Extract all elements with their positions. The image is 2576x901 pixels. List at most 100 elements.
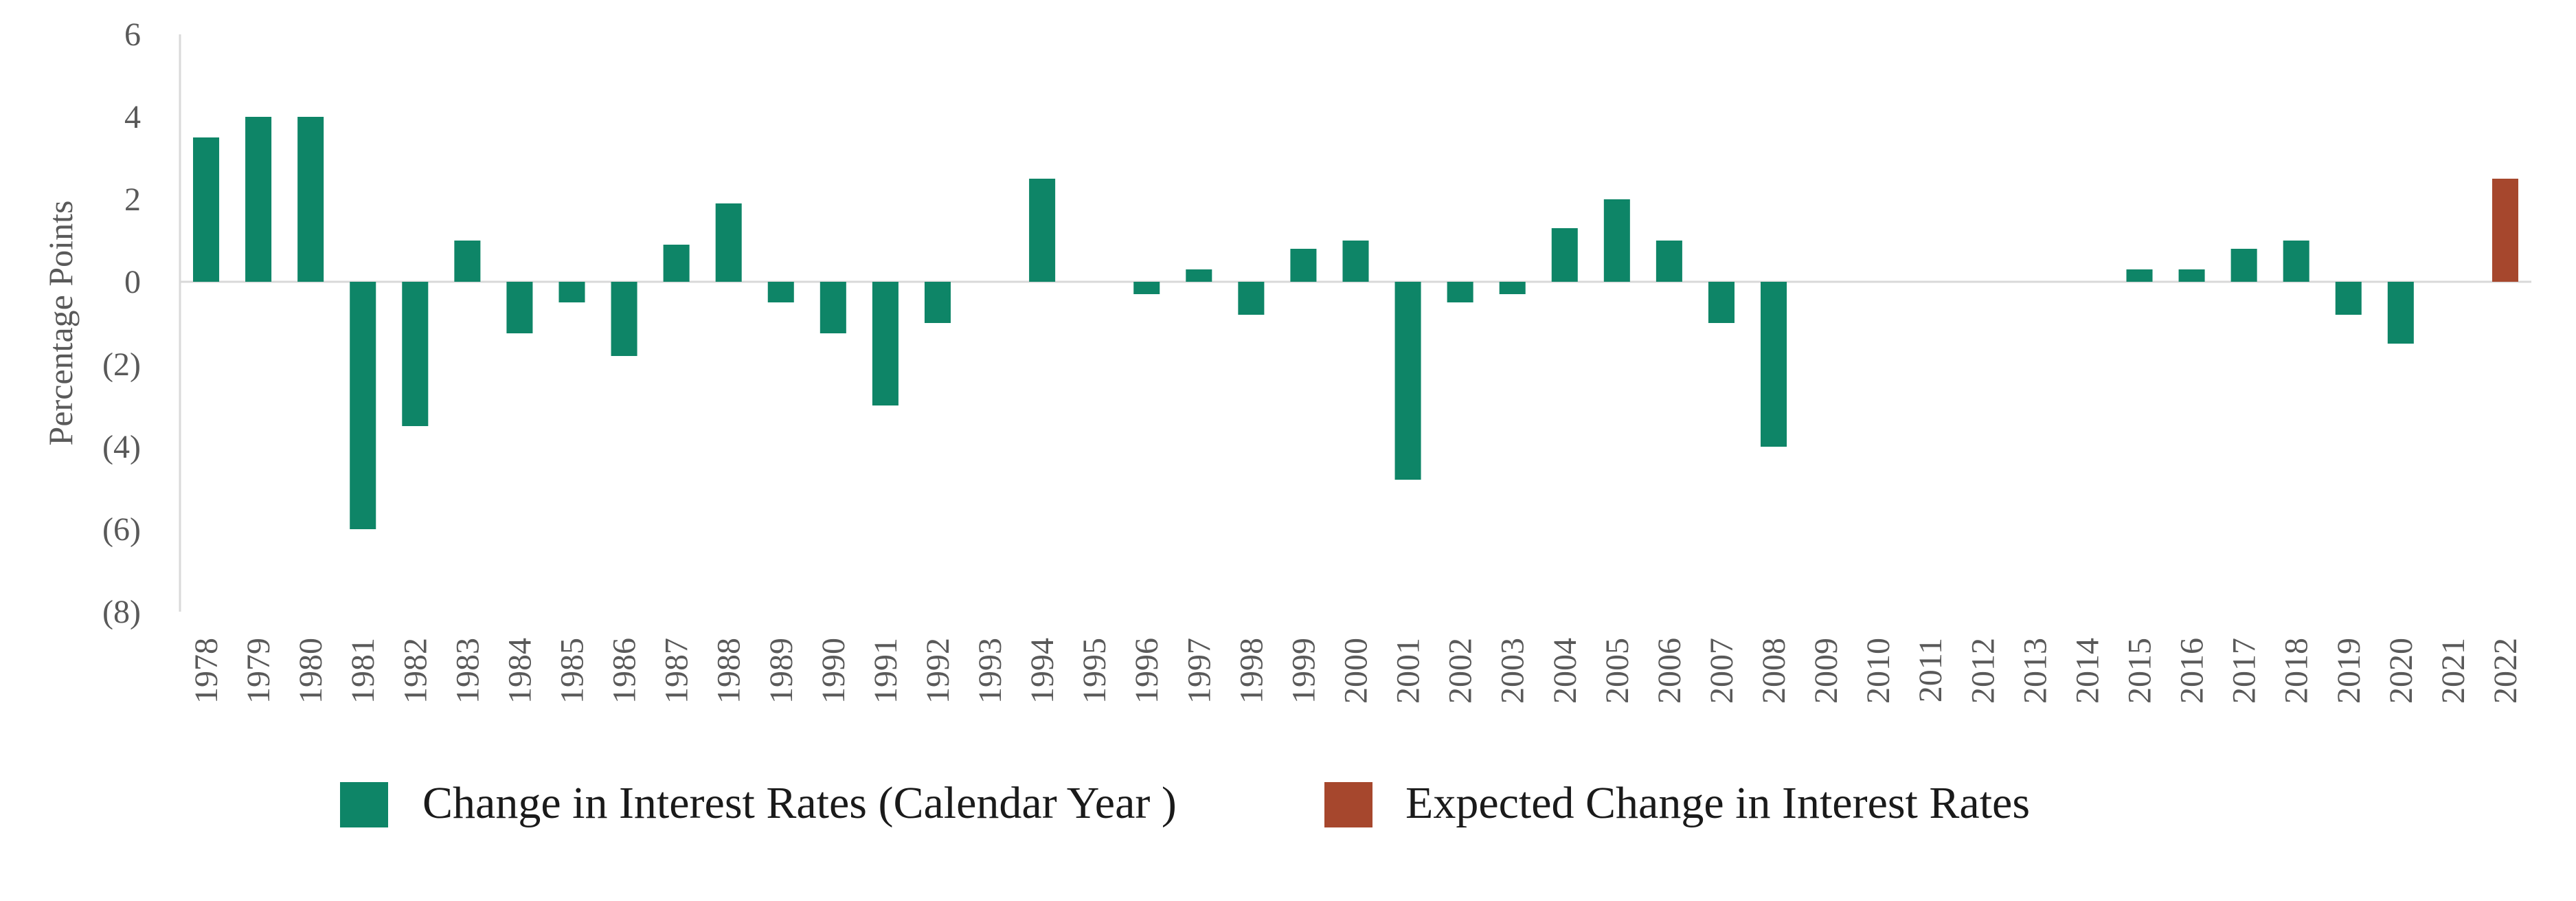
x-tick-label: 2008 [1756, 638, 1792, 704]
bar-actual-change [558, 282, 585, 302]
y-tick-label: (8) [102, 594, 141, 630]
bar-actual-change [506, 282, 533, 333]
x-tick-labels: 1978 1979 1980 1981 1982 1983 1984 1985 1986 1987… [188, 638, 2524, 704]
x-tick-label: 1980 [293, 638, 329, 704]
bar-actual-change [1133, 282, 1160, 294]
bar-actual-change [2387, 282, 2414, 344]
bar-actual-change [820, 282, 846, 333]
bar-actual-change [1290, 249, 1317, 282]
legend-label-actual: Change in Interest Rates (Calendar Year … [422, 778, 1177, 828]
x-tick-label: 2013 [2017, 638, 2053, 704]
bar-actual-change [1238, 282, 1265, 315]
x-tick-label: 1988 [711, 638, 747, 704]
x-tick-label: 1979 [240, 638, 277, 704]
x-tick-label: 1991 [868, 638, 904, 704]
x-tick-label: 1986 [607, 638, 643, 704]
bar-actual-change [663, 245, 690, 282]
x-tick-label: 2014 [2069, 638, 2105, 704]
x-tick-label: 2019 [2331, 638, 2367, 704]
y-tick-labels: 6 4 2 0 (2) (4) (6) (8) [102, 16, 141, 630]
x-tick-label: 2002 [1443, 638, 1479, 704]
x-tick-label: 2010 [1860, 638, 1897, 704]
bar-actual-change [1447, 282, 1473, 302]
x-tick-label: 1992 [920, 638, 956, 704]
x-tick-label: 2003 [1495, 638, 1531, 704]
y-tick-label: 0 [124, 264, 141, 300]
bar-actual-change [1603, 199, 1630, 282]
bar-actual-change [1656, 241, 1682, 282]
bar-actual-change [924, 282, 951, 323]
bar-actual-change [1761, 282, 1787, 447]
x-tick-label: 1987 [659, 638, 695, 704]
x-tick-label: 1998 [1233, 638, 1269, 704]
x-tick-label: 2017 [2226, 638, 2263, 704]
x-tick-label: 2016 [2174, 638, 2211, 704]
bar-actual-change [2230, 249, 2257, 282]
x-tick-label: 2007 [1704, 638, 1740, 704]
bar-actual-change [1708, 282, 1735, 323]
x-tick-label: 2012 [1965, 638, 2001, 704]
bar-actual-change [1186, 269, 1212, 282]
x-tick-label: 1990 [815, 638, 852, 704]
bar-actual-change [245, 117, 272, 282]
x-tick-label: 2020 [2383, 638, 2419, 704]
y-tick-label: (2) [102, 346, 141, 383]
x-tick-label: 2004 [1547, 638, 1583, 704]
legend-swatch-actual [340, 782, 388, 827]
x-tick-label: 1981 [345, 638, 381, 704]
x-tick-label: 2021 [2435, 638, 2472, 704]
bar-actual-change [767, 282, 794, 302]
bar-actual-change [611, 282, 637, 356]
x-tick-label: 1984 [501, 638, 538, 704]
x-tick-label: 1982 [397, 638, 433, 704]
bar-actual-change [2178, 269, 2205, 282]
y-tick-label: (4) [102, 429, 141, 465]
bar-actual-change [715, 203, 742, 282]
x-tick-label: 1999 [1285, 638, 1322, 704]
x-tick-label: 1994 [1024, 638, 1061, 704]
bar-actual-change [1029, 179, 1056, 282]
legend: Change in Interest Rates (Calendar Year … [340, 778, 2030, 828]
x-tick-label: 1993 [972, 638, 1008, 704]
x-tick-label: 1978 [188, 638, 225, 704]
bar-actual-change [454, 241, 481, 282]
y-tick-label: 4 [124, 99, 141, 135]
x-tick-label: 2015 [2122, 638, 2158, 704]
bar-actual-change [2126, 269, 2153, 282]
bar-expected-change [2492, 179, 2518, 282]
y-tick-label: (6) [102, 511, 141, 548]
bar-actual-change [1342, 241, 1369, 282]
x-tick-label: 1995 [1076, 638, 1113, 704]
x-tick-label: 2009 [1808, 638, 1844, 704]
x-tick-label: 2005 [1599, 638, 1636, 704]
x-tick-label: 2006 [1651, 638, 1688, 704]
legend-label-expected: Expected Change in Interest Rates [1405, 778, 2030, 828]
y-axis-title: Percentage Points [41, 201, 80, 446]
legend-item-expected: Expected Change in Interest Rates [1324, 778, 2030, 828]
bar-actual-change [1394, 282, 1421, 480]
bar-actual-change [350, 282, 376, 529]
bar-actual-change [1499, 282, 1526, 294]
x-tick-label: 2001 [1390, 638, 1427, 704]
bar-actual-change [1551, 228, 1578, 282]
bars [193, 117, 2518, 529]
bar-actual-change [2283, 241, 2309, 282]
legend-item-actual: Change in Interest Rates (Calendar Year … [340, 778, 1177, 828]
bar-actual-change [402, 282, 429, 426]
x-tick-label: 1985 [554, 638, 591, 704]
legend-swatch-expected [1324, 782, 1372, 827]
bar-actual-change [193, 137, 220, 282]
x-tick-label: 2011 [1912, 638, 1949, 702]
bar-actual-change [2335, 282, 2362, 315]
x-tick-label: 1989 [763, 638, 800, 704]
x-tick-label: 2022 [2487, 638, 2524, 704]
x-tick-label: 1996 [1129, 638, 1165, 704]
y-tick-label: 6 [124, 16, 141, 53]
x-tick-label: 1997 [1181, 638, 1217, 704]
bar-actual-change [872, 282, 899, 405]
x-tick-label: 2018 [2279, 638, 2315, 704]
y-tick-label: 2 [124, 181, 141, 218]
bar-actual-change [297, 117, 324, 282]
